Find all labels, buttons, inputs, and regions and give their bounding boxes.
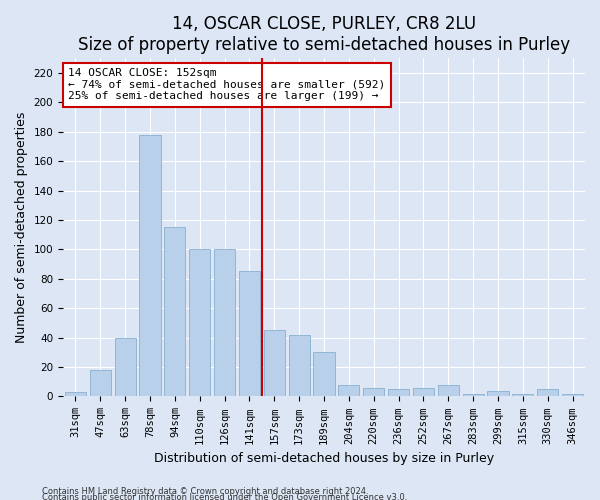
Bar [463,394,484,396]
Bar [65,392,86,396]
Bar [487,390,509,396]
Bar [363,388,384,396]
Bar [313,352,335,397]
Bar [289,334,310,396]
Bar [164,228,185,396]
Bar [115,338,136,396]
Bar [512,394,533,396]
X-axis label: Distribution of semi-detached houses by size in Purley: Distribution of semi-detached houses by … [154,452,494,465]
Bar [239,272,260,396]
Bar [189,250,210,396]
Text: Contains HM Land Registry data © Crown copyright and database right 2024.: Contains HM Land Registry data © Crown c… [42,487,368,496]
Text: Contains public sector information licensed under the Open Government Licence v3: Contains public sector information licen… [42,493,407,500]
Bar [139,134,161,396]
Bar [214,250,235,396]
Bar [338,384,359,396]
Bar [562,394,583,396]
Y-axis label: Number of semi-detached properties: Number of semi-detached properties [15,112,28,343]
Bar [413,388,434,396]
Bar [438,384,459,396]
Bar [388,389,409,396]
Title: 14, OSCAR CLOSE, PURLEY, CR8 2LU
Size of property relative to semi-detached hous: 14, OSCAR CLOSE, PURLEY, CR8 2LU Size of… [78,15,570,54]
Bar [90,370,111,396]
Text: 14 OSCAR CLOSE: 152sqm
← 74% of semi-detached houses are smaller (592)
25% of se: 14 OSCAR CLOSE: 152sqm ← 74% of semi-det… [68,68,385,102]
Bar [264,330,285,396]
Bar [537,389,558,396]
